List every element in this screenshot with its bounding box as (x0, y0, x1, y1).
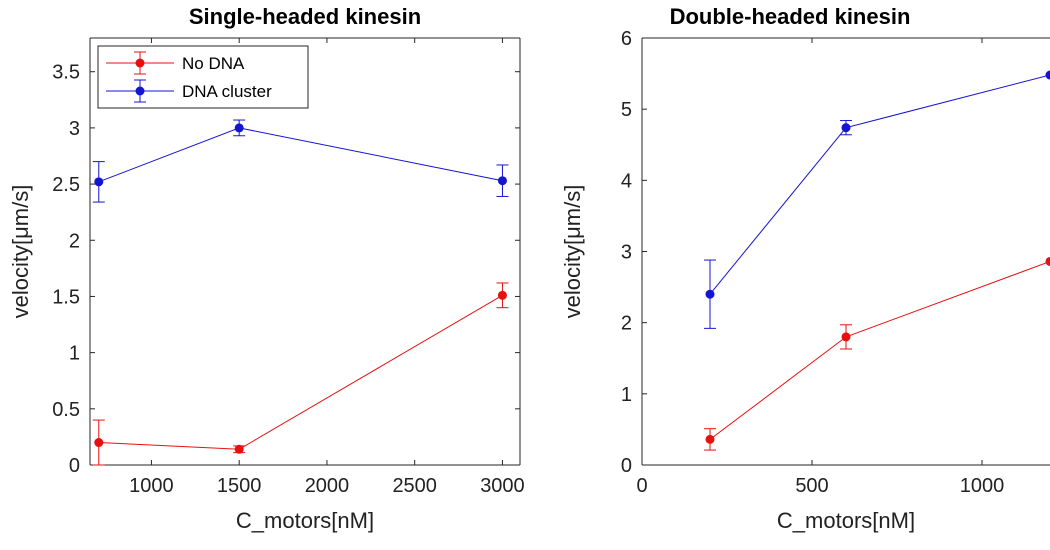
data-point (94, 438, 104, 448)
y-axis-label: velocity[μm/s] (8, 185, 33, 319)
legend-box (97, 45, 309, 109)
y-tick-label: 2 (69, 230, 80, 252)
x-tick-label: 1500 (217, 475, 262, 497)
data-point (234, 444, 244, 454)
data-point (497, 176, 507, 186)
y-tick-label: 2.5 (52, 174, 80, 196)
chart-title: Double-headed kinesin (670, 4, 911, 29)
series-2 (92, 119, 509, 203)
chart-title: Single-headed kinesin (189, 4, 421, 29)
legend-marker (135, 58, 145, 68)
series-2 (704, 70, 1050, 329)
y-tick-label: 1 (621, 384, 632, 406)
y-tick-label: 0.5 (52, 399, 80, 421)
y-tick-label: 3 (69, 118, 80, 140)
series-line (709, 260, 1050, 440)
x-tick-label: 500 (795, 475, 828, 497)
y-tick-label: 3.5 (52, 62, 80, 84)
series-1 (92, 282, 509, 466)
data-point (1045, 70, 1050, 80)
data-point (1045, 256, 1050, 266)
x-axis-label: C_motors[nM] (777, 508, 915, 533)
series-1 (704, 256, 1050, 451)
data-point (234, 123, 244, 133)
y-tick-label: 4 (621, 170, 632, 192)
y-tick-label: 2 (621, 313, 632, 335)
x-tick-label: 2500 (392, 475, 437, 497)
x-tick-label: 2000 (305, 475, 350, 497)
data-point (94, 177, 104, 187)
series-line (98, 127, 503, 183)
series-line (98, 294, 503, 450)
legend-label: DNA cluster (182, 82, 272, 101)
y-tick-label: 6 (621, 28, 632, 50)
legend: No DNA DNA cluster (97, 45, 309, 109)
data-point (705, 434, 715, 444)
legend-label: No DNA (182, 54, 245, 73)
y-tick-label: 0 (69, 455, 80, 477)
y-tick-label: 1 (69, 343, 80, 365)
y-tick-label: 3 (621, 242, 632, 264)
chart-panel-2: 0 500 1000 0 1 2 3 4 5 6 Double-headed kinesin C_mo… (560, 4, 1050, 533)
plot-area (704, 70, 1050, 451)
legend-marker (135, 86, 145, 96)
y-axis-label: velocity[μm/s] (560, 185, 585, 319)
y-tick-label: 1.5 (52, 286, 80, 308)
data-point (841, 332, 851, 342)
x-axis-label: C_motors[nM] (236, 508, 374, 533)
x-tick-label: 0 (636, 475, 647, 497)
data-point (497, 290, 507, 300)
x-tick-label: 1000 (129, 475, 174, 497)
y-tick-label: 0 (621, 455, 632, 477)
x-tick-label: 1000 (960, 475, 1005, 497)
data-point (705, 289, 715, 299)
chart-panel-1: 1000 1500 2000 2500 3000 0 0.5 1 1.5 2 2.5 3 3.5 Sing… (8, 4, 525, 533)
y-tick-label: 5 (621, 99, 632, 121)
x-tick-label: 3000 (480, 475, 525, 497)
series-line (709, 74, 1050, 295)
data-point (841, 123, 851, 133)
plot-area (92, 119, 509, 466)
